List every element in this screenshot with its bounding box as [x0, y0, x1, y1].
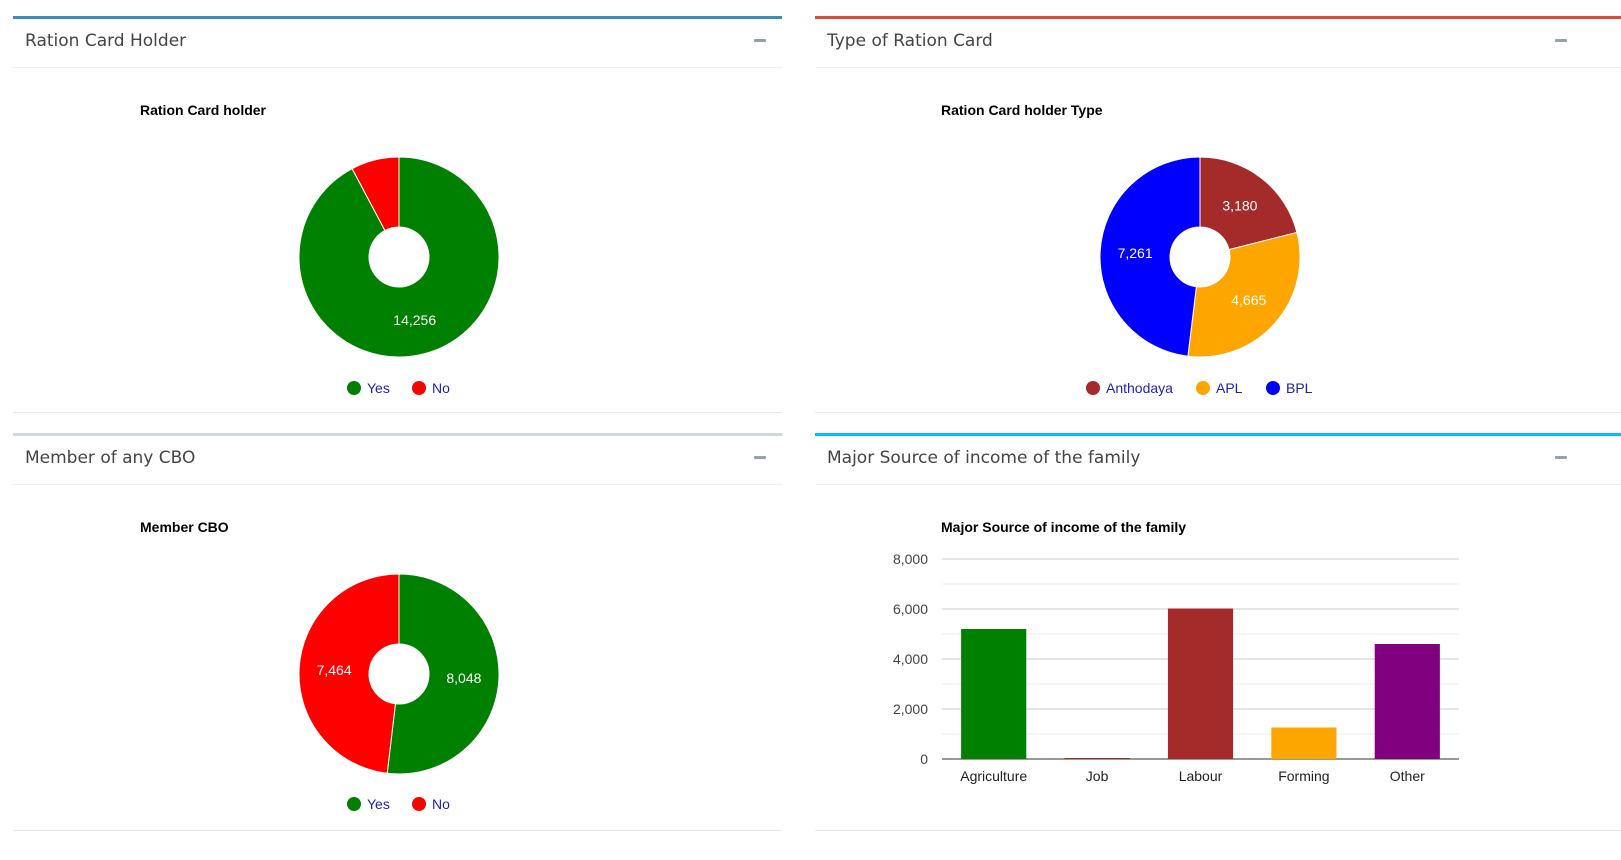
x-tick-label: Forming: [1278, 768, 1329, 784]
slice-no: [351, 156, 400, 232]
chart-title: Ration Card holder Type: [941, 102, 1103, 118]
slice-value-label: 7,261: [1118, 245, 1153, 261]
legend-label[interactable]: BPL: [1286, 380, 1313, 396]
legend-marker: [347, 381, 361, 395]
income-source-bar-chart: Major Source of income of the family 0 2,…: [893, 519, 1459, 784]
ration-card-holder-donut-chart: Ration Card holder 14,256 Yes No: [140, 102, 500, 396]
collapse-minus-icon[interactable]: [754, 39, 766, 42]
legend-label[interactable]: Anthodaya: [1106, 380, 1173, 396]
chart-title: Member CBO: [140, 519, 229, 535]
x-tick-label: Labour: [1179, 768, 1223, 784]
bar-other: [1374, 644, 1440, 759]
panel-income-source: Major Source of income of the family Maj…: [815, 433, 1621, 831]
legend-marker: [412, 797, 426, 811]
bar-labour: [1167, 608, 1234, 759]
legend-marker: [1086, 381, 1100, 395]
panel-divider: [13, 412, 782, 413]
panel-divider: [815, 412, 1621, 413]
legend-label[interactable]: Yes: [367, 380, 390, 396]
slice-anthodaya: [1199, 156, 1298, 251]
panel-title: Ration Card Holder: [25, 31, 187, 51]
legend-marker: [1266, 381, 1280, 395]
panel-member-cbo: Member of any CBO Member CBO 8,048 7,464 Y…: [13, 433, 782, 831]
x-tick-label: Job: [1086, 768, 1109, 784]
y-tick-label: 6,000: [893, 601, 928, 617]
slice-yes: [386, 573, 500, 775]
panel-header: Ration Card Holder: [13, 19, 782, 68]
panel-header: Member of any CBO: [13, 436, 782, 485]
chart-title: Ration Card holder: [140, 102, 267, 118]
ration-card-type-donut-chart: Ration Card holder Type 3,180 4,665 7,261 A…: [941, 102, 1313, 396]
collapse-minus-icon[interactable]: [754, 456, 766, 459]
bar-forming: [1271, 727, 1337, 759]
legend-marker: [412, 381, 426, 395]
slice-value-label: 7,464: [317, 662, 352, 678]
panel-type-of-ration-card: Type of Ration Card Ration Card holder T…: [815, 16, 1621, 413]
slice-value-label: 3,180: [1222, 198, 1257, 214]
legend-marker: [347, 797, 361, 811]
slice-bpl: [1099, 156, 1201, 357]
slice-value-label: 14,256: [393, 312, 436, 328]
legend-label[interactable]: Yes: [367, 796, 390, 812]
panel-divider: [13, 830, 782, 831]
panel-title: Type of Ration Card: [827, 31, 993, 51]
x-tick-label: Agriculture: [960, 768, 1027, 784]
legend-label[interactable]: No: [432, 796, 450, 812]
slice-apl: [1187, 231, 1301, 358]
panel-ration-card-holder: Ration Card Holder Ration Card holder 14…: [13, 16, 782, 413]
bar-agriculture: [961, 629, 1027, 759]
panel-title: Major Source of income of the family: [827, 448, 1141, 468]
chart-title: Major Source of income of the family: [941, 519, 1186, 535]
legend-marker: [1196, 381, 1210, 395]
panel-divider: [815, 830, 1621, 831]
slice-no: [298, 573, 400, 774]
slice-value-label: 8,048: [446, 670, 481, 686]
y-tick-label: 2,000: [893, 701, 928, 717]
y-tick-label: 8,000: [893, 551, 928, 567]
bar-job: [1064, 758, 1130, 759]
panel-header: Major Source of income of the family: [815, 436, 1621, 485]
member-cbo-donut-chart: Member CBO 8,048 7,464 Yes No: [140, 519, 500, 812]
y-tick-label: 4,000: [893, 651, 928, 667]
panel-title: Member of any CBO: [25, 448, 196, 468]
collapse-minus-icon[interactable]: [1555, 456, 1567, 459]
legend-label[interactable]: No: [432, 380, 450, 396]
legend-label[interactable]: APL: [1216, 380, 1243, 396]
x-tick-label: Other: [1390, 768, 1425, 784]
y-tick-label: 0: [920, 751, 928, 767]
slice-value-label: 4,665: [1231, 292, 1266, 308]
slice-yes: [298, 156, 500, 358]
panel-header: Type of Ration Card: [815, 19, 1621, 68]
collapse-minus-icon[interactable]: [1555, 39, 1567, 42]
